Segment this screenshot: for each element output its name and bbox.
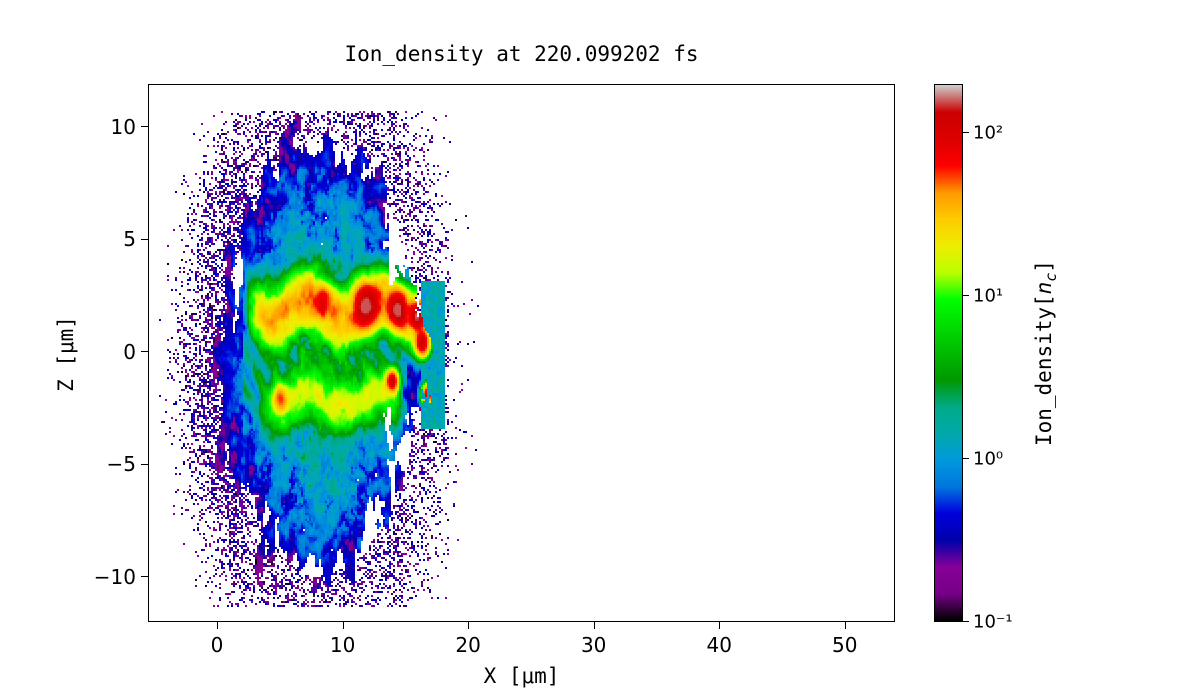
y-tick-label: 0 — [123, 339, 136, 364]
x-tick-label: 40 — [706, 633, 732, 657]
x-tick-label: 20 — [455, 633, 481, 657]
y-tick-mark — [141, 576, 148, 578]
colorbar — [934, 84, 963, 622]
colorbar-label-var: n — [1031, 281, 1056, 295]
x-tick-mark — [593, 622, 595, 629]
colorbar-tick-mark — [963, 295, 969, 297]
colorbar-tick-label: 10⁰ — [973, 448, 1004, 470]
y-tick-mark — [141, 238, 148, 240]
y-tick-mark — [141, 351, 148, 353]
chart-title: Ion_density at 220.099202 fs — [344, 42, 699, 66]
x-axis-label: X [μm] — [483, 664, 560, 688]
colorbar-tick-label: 10⁻¹ — [973, 611, 1013, 633]
y-tick-label: 5 — [123, 227, 136, 252]
colorbar-label-suffix: ] — [1031, 259, 1056, 273]
x-tick-mark — [217, 622, 219, 629]
y-tick-mark — [141, 463, 148, 465]
heatmap-canvas — [149, 85, 894, 621]
x-tick-mark — [719, 622, 721, 629]
colorbar-label-prefix: Ion_density[ — [1031, 294, 1056, 447]
colorbar-label-sub: c — [1042, 272, 1061, 282]
x-tick-label: 0 — [210, 633, 224, 657]
y-tick-label: −5 — [106, 452, 136, 477]
y-tick-label: −10 — [93, 564, 136, 589]
colorbar-tick-mark — [963, 132, 969, 134]
y-axis-label: Z [μm] — [54, 316, 78, 392]
colorbar-tick-mark — [963, 458, 969, 460]
x-tick-mark — [844, 622, 846, 629]
x-tick-label: 50 — [832, 633, 858, 657]
colorbar-tick-label: 10¹ — [973, 285, 1004, 307]
colorbar-label: Ion_density[nc] — [1032, 260, 1060, 446]
x-tick-label: 30 — [580, 633, 607, 657]
y-tick-mark — [141, 125, 148, 127]
x-tick-label: 10 — [329, 633, 356, 657]
x-tick-mark — [342, 622, 344, 629]
x-tick-mark — [468, 622, 470, 629]
colorbar-canvas — [935, 85, 962, 621]
plot-area — [148, 84, 895, 622]
y-tick-label: 10 — [110, 114, 136, 139]
colorbar-tick-label: 10² — [973, 122, 1004, 144]
colorbar-tick-mark — [963, 621, 969, 623]
